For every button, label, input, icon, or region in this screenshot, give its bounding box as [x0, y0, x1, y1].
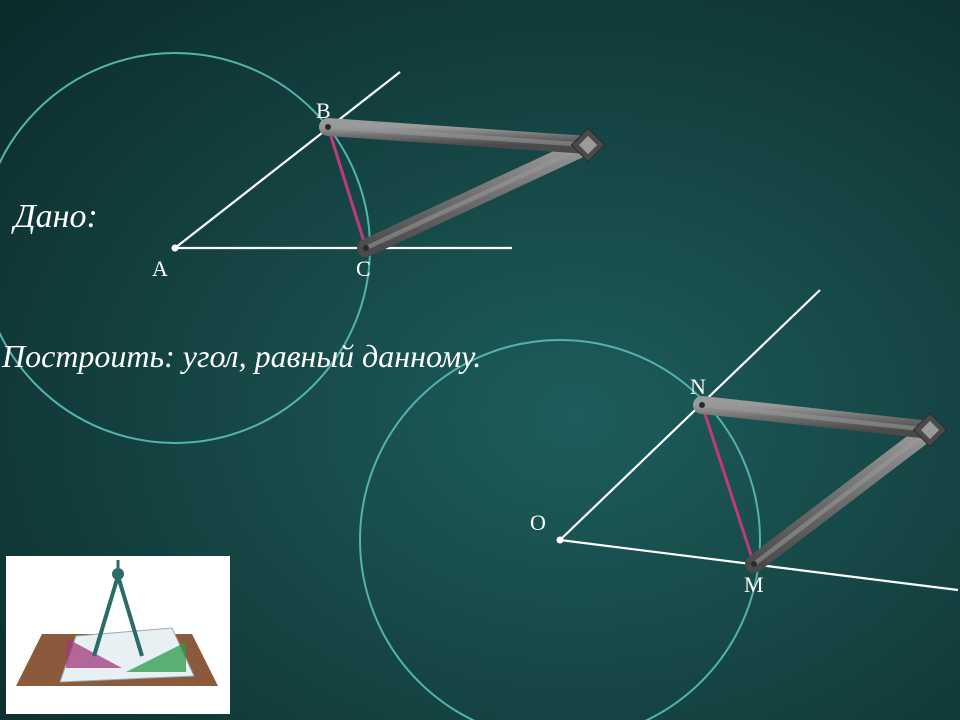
label-point-b: B — [316, 98, 331, 124]
label-point-m: M — [744, 572, 764, 598]
point-o — [557, 537, 564, 544]
label-point-o: O — [530, 510, 546, 536]
point-a — [172, 245, 179, 252]
label-construct: Построить: угол, равный данному. — [2, 338, 481, 375]
label-point-a: A — [152, 256, 168, 282]
label-point-c: C — [356, 256, 371, 282]
label-point-n: N — [690, 374, 706, 400]
thumbnail-inset — [6, 556, 230, 714]
label-given: Дано: — [14, 198, 98, 236]
